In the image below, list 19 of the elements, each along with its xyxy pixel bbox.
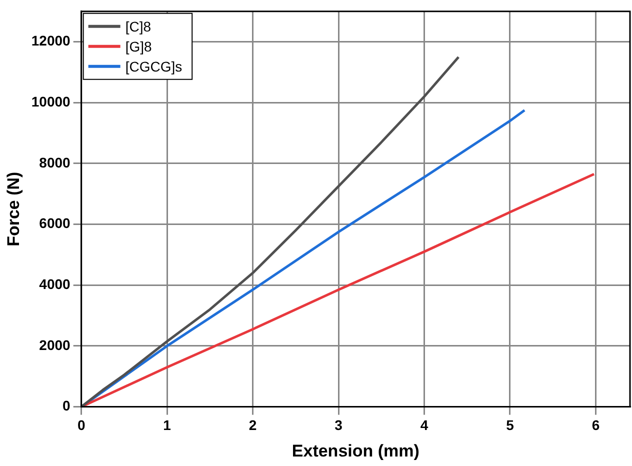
- x-tick-label: 1: [163, 417, 172, 434]
- x-tick-label: 3: [334, 417, 343, 434]
- x-tick-label: 0: [77, 417, 86, 434]
- x-tick-label: 5: [506, 417, 514, 434]
- y-tick-label: 4000: [39, 276, 71, 292]
- x-tick-label: 2: [248, 417, 257, 434]
- y-axis-title: Force (N): [4, 172, 23, 246]
- x-tick-label: 4: [420, 417, 428, 434]
- legend-label: [G]8: [125, 38, 152, 54]
- y-tick-label: 8000: [39, 154, 71, 170]
- legend-label: [CGCG]s: [125, 58, 182, 74]
- x-tick-label: 6: [592, 417, 600, 434]
- y-tick-label: 12000: [31, 32, 71, 49]
- y-tick-label: 10000: [31, 94, 71, 110]
- y-tick-label: 6000: [39, 215, 71, 232]
- y-tick-label: 2000: [39, 336, 71, 353]
- y-tick-label: 0: [62, 398, 71, 414]
- legend-label: [C]8: [125, 18, 152, 34]
- x-axis-title: Extension (mm): [292, 441, 420, 460]
